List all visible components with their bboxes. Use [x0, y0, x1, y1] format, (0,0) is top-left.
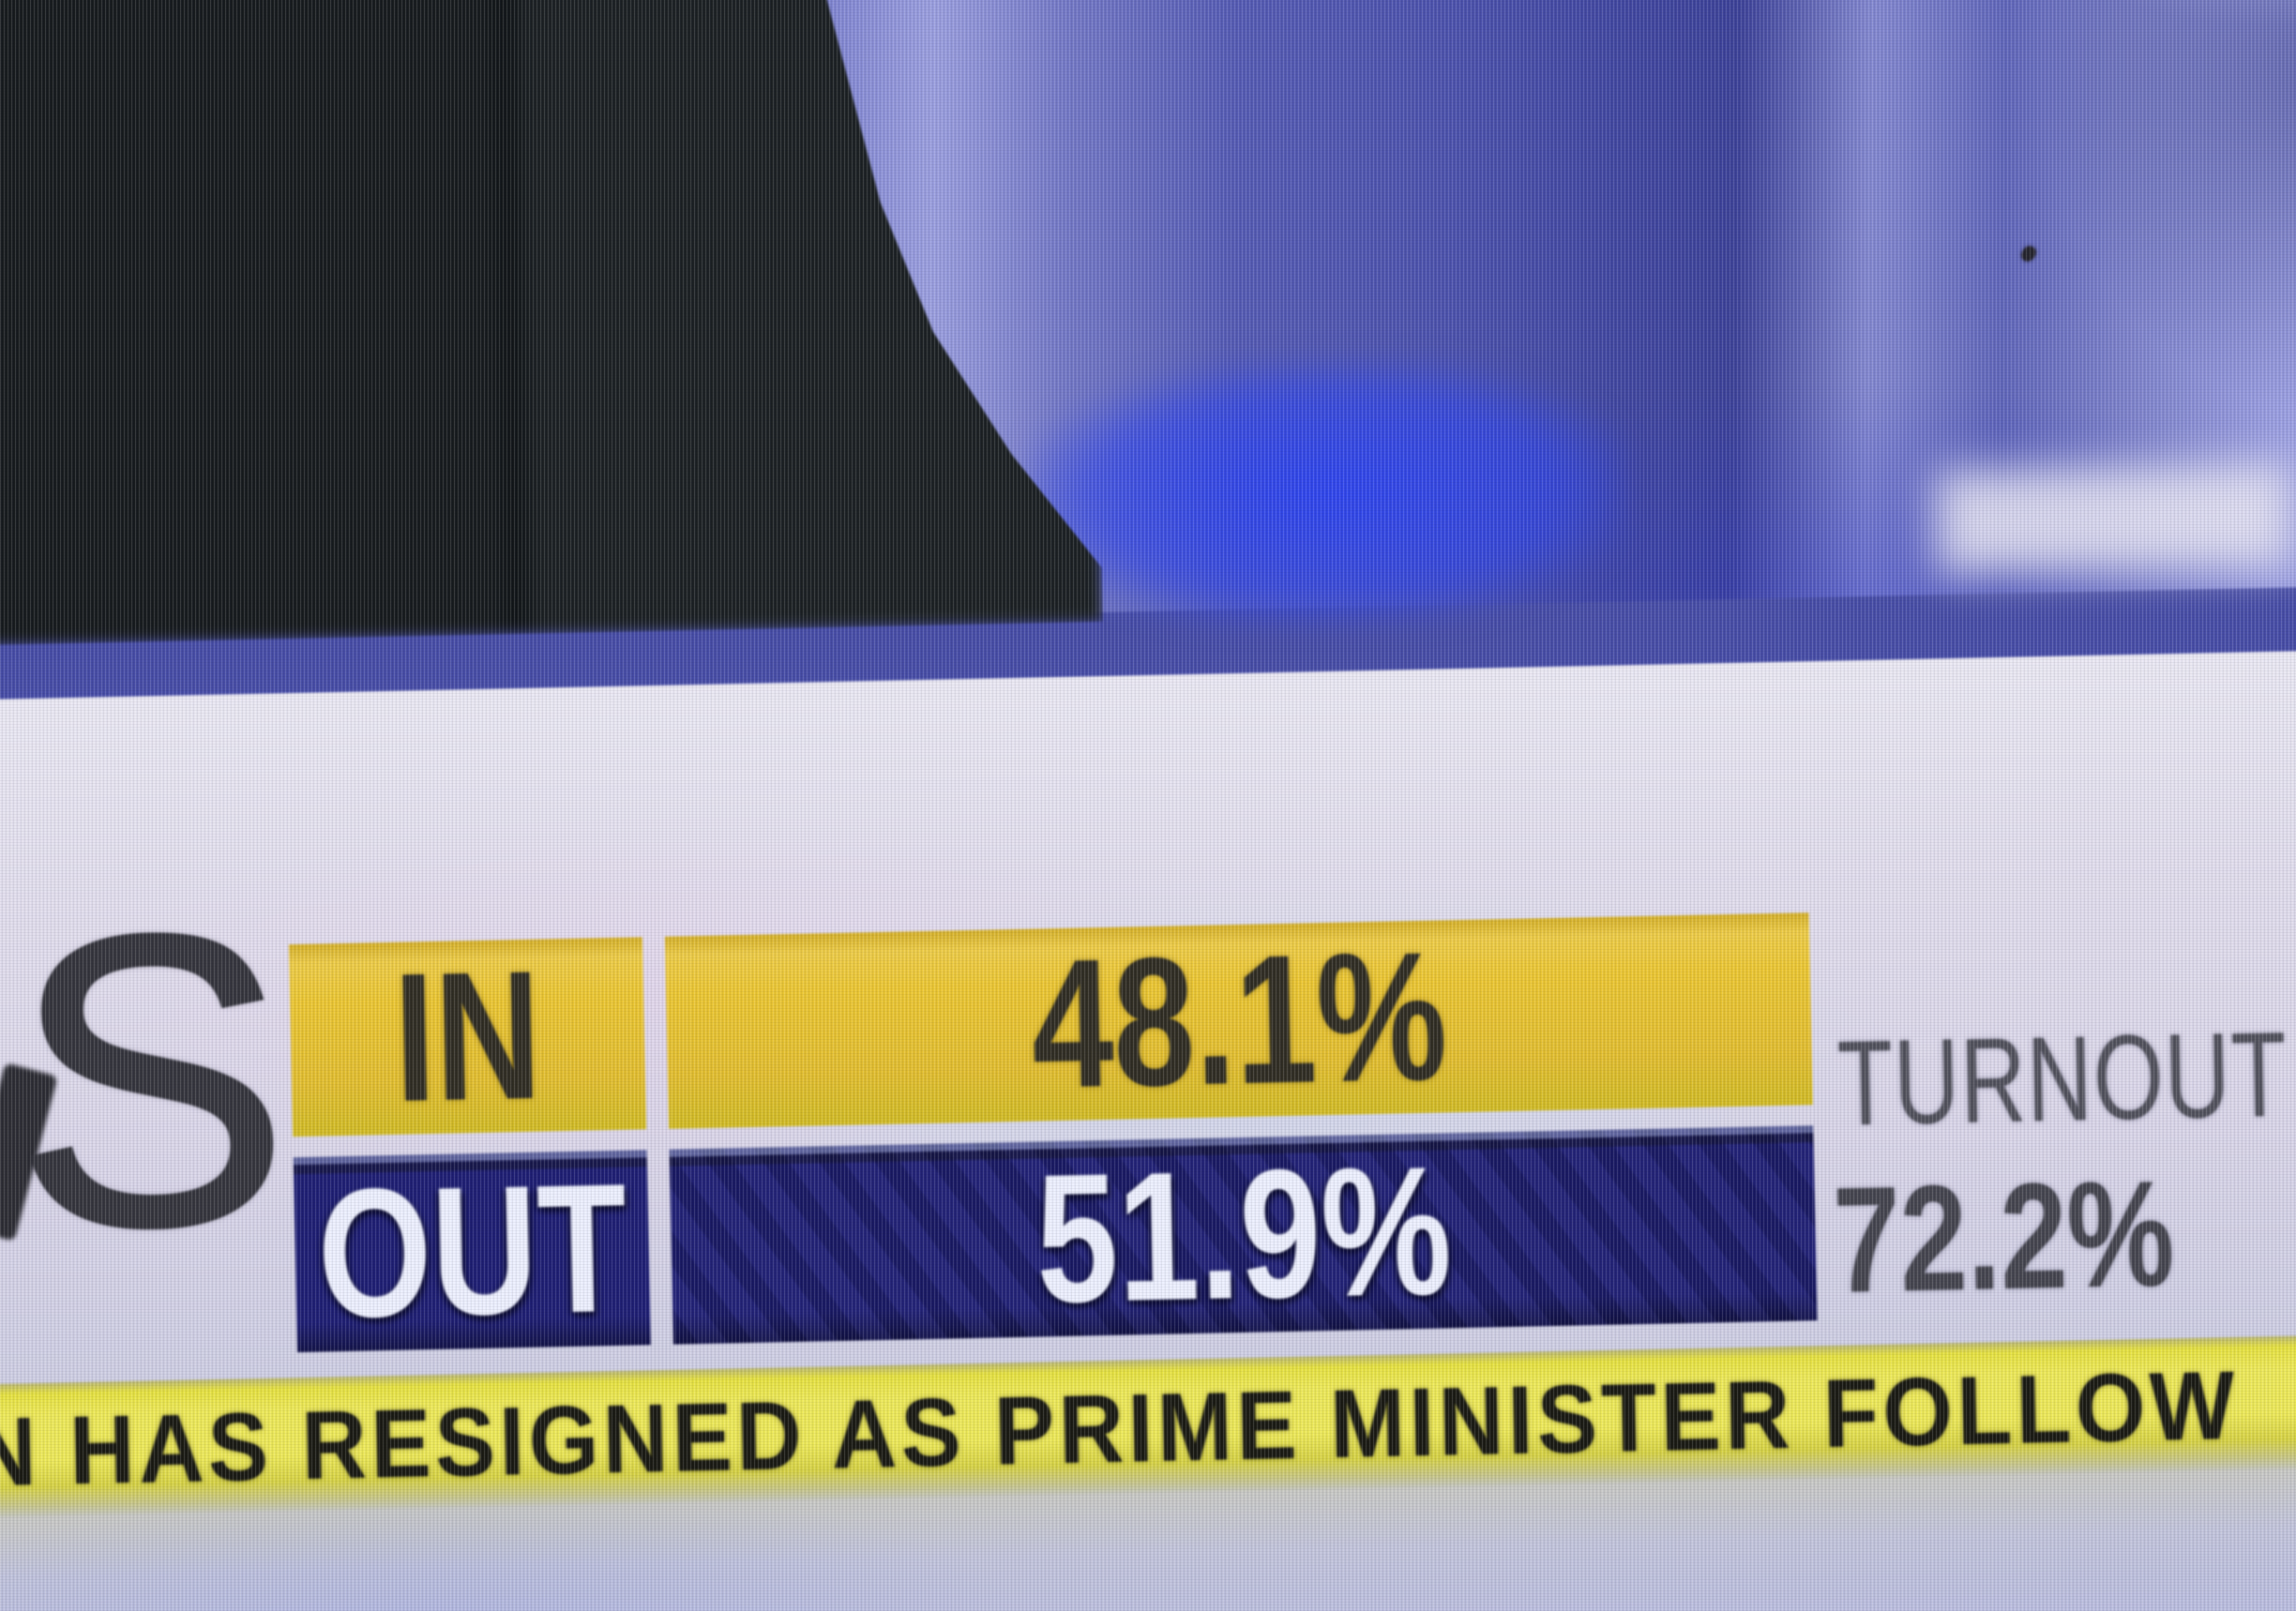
in-value-bar: 48.1%	[664, 912, 1813, 1129]
turnout-value: 72.2%	[1831, 1149, 2176, 1324]
out-label: OUT	[315, 1145, 629, 1357]
out-value-bar: 51.9%	[669, 1125, 1818, 1345]
in-value: 48.1%	[1029, 913, 1449, 1127]
turnout-block: TURNOUT 72.2%	[1829, 1007, 2296, 1324]
turnout-label: TURNOUT	[1835, 1007, 2289, 1152]
out-label-cell: OUT	[293, 1145, 651, 1357]
motion-blur-smear	[1934, 463, 2293, 575]
in-label-cell: IN	[288, 932, 647, 1140]
studio-background	[0, 0, 2296, 711]
out-value: 51.9%	[1034, 1127, 1453, 1342]
headline-letter: S	[6, 846, 295, 1317]
in-label: IN	[392, 932, 543, 1140]
studio-blue-highlight	[1022, 355, 1628, 631]
